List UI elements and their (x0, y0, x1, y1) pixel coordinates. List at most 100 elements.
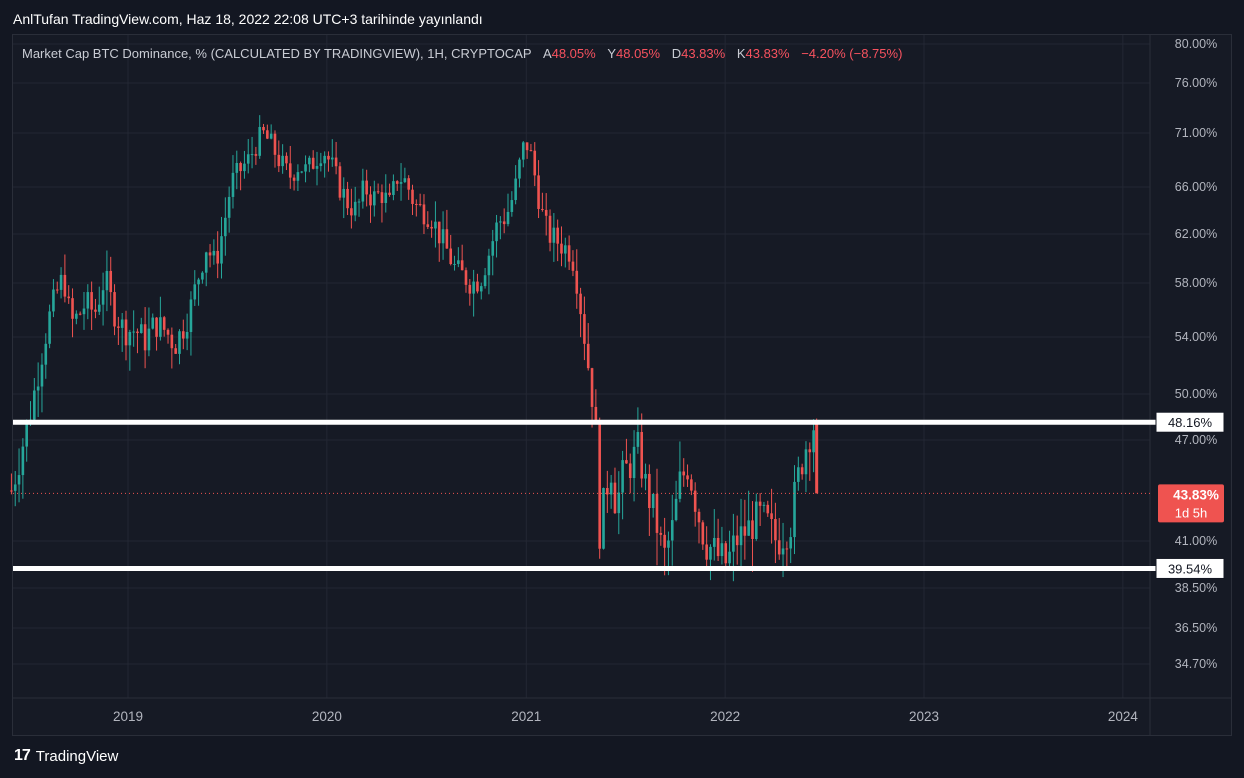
candle-body (120, 319, 124, 328)
candle-body (758, 501, 762, 506)
candle-body (693, 490, 697, 512)
candle-body (224, 217, 227, 237)
candle-body (136, 331, 139, 334)
candle-body (330, 157, 334, 160)
candle-body (793, 481, 796, 538)
candle-body (602, 488, 605, 549)
candle-body (189, 299, 193, 332)
candle-body (747, 520, 750, 536)
candle-series (10, 115, 819, 582)
y-tick-label: 47.00% (1175, 433, 1217, 447)
grid-lines (13, 35, 1231, 735)
candle-body (506, 211, 510, 225)
candle-body (63, 274, 67, 297)
candle-body (52, 289, 55, 312)
candle-body (690, 479, 693, 491)
candle-body (250, 154, 254, 156)
candle-body (659, 532, 663, 535)
candle-body (789, 537, 792, 549)
candle-body (342, 188, 346, 198)
tradingview-branding[interactable]: 17 TradingView (14, 747, 118, 765)
candle-body (739, 526, 743, 546)
candle-body (90, 292, 93, 310)
candle-body (774, 519, 777, 541)
candle-body (560, 243, 563, 254)
candle-body (541, 208, 544, 210)
candle-body (640, 432, 644, 479)
candle-body (808, 449, 812, 453)
candle-body (308, 157, 311, 165)
candle-body (678, 471, 682, 499)
candle-body (376, 191, 380, 193)
candle-body (472, 281, 475, 294)
candle-body (785, 548, 789, 550)
candle-body (365, 180, 368, 195)
candle-body (712, 537, 716, 547)
y-tick-label: 58.00% (1175, 276, 1217, 290)
candle-body (269, 133, 273, 139)
candle-body (609, 482, 613, 495)
candle-body (755, 501, 758, 540)
candle-body (193, 284, 197, 300)
candle-body (258, 126, 262, 156)
candle-body (384, 192, 388, 204)
candle-body (709, 546, 712, 560)
candle-body (159, 317, 162, 337)
candle-body (594, 406, 598, 423)
candle-body (510, 200, 514, 212)
candle-body (17, 475, 21, 485)
candle-body (319, 163, 323, 167)
candle-body (797, 467, 800, 482)
candle-body (327, 155, 330, 160)
candle-body (720, 543, 724, 557)
countdown-label: 1d 5h (1175, 505, 1208, 520)
candle-body (567, 245, 571, 262)
candle-body (781, 548, 785, 555)
candle-body (628, 463, 632, 479)
candle-body (445, 229, 449, 249)
y-tick-label: 54.00% (1175, 330, 1217, 344)
candle-body (21, 446, 25, 476)
candle-body (800, 467, 804, 475)
candle-body (735, 535, 739, 546)
candle-body (277, 154, 281, 167)
candle-body (155, 317, 158, 337)
candle-body (13, 484, 17, 491)
candle-body (296, 172, 300, 181)
candle-body (751, 520, 754, 540)
candle-body (235, 162, 239, 173)
candle-body (487, 255, 491, 276)
candle-body (491, 241, 495, 256)
candle-body (804, 449, 808, 475)
candle-body (732, 535, 735, 552)
candle-body (71, 298, 74, 319)
open-value: 48.05% (551, 46, 596, 61)
candle-body (449, 248, 453, 264)
candle-body (201, 272, 204, 280)
chart-legend: Market Cap BTC Dominance, % (CALCULATED … (22, 46, 902, 61)
candle-body (777, 540, 781, 555)
high-label: Y (607, 46, 616, 61)
candle-body (44, 343, 48, 365)
candle-body (556, 227, 559, 244)
candle-body (564, 245, 567, 254)
candle-body (75, 313, 78, 319)
chart-panel[interactable] (12, 34, 1232, 736)
candle-body (598, 422, 601, 549)
candle-body (185, 331, 189, 339)
candle-body (105, 270, 109, 291)
x-tick-label: 2022 (710, 709, 740, 724)
symbol-name: Market Cap BTC Dominance, % (CALCULATED … (22, 46, 532, 61)
candle-body (266, 130, 269, 139)
candle-body (644, 473, 647, 479)
candle-body (323, 155, 326, 164)
close-value: 43.83% (745, 46, 790, 61)
candle-body (350, 208, 353, 216)
candle-body (197, 279, 200, 285)
candle-body (151, 317, 155, 329)
candle-body (437, 221, 441, 244)
candle-body (770, 513, 773, 520)
candle-body (357, 201, 361, 203)
candle-body (544, 209, 548, 216)
